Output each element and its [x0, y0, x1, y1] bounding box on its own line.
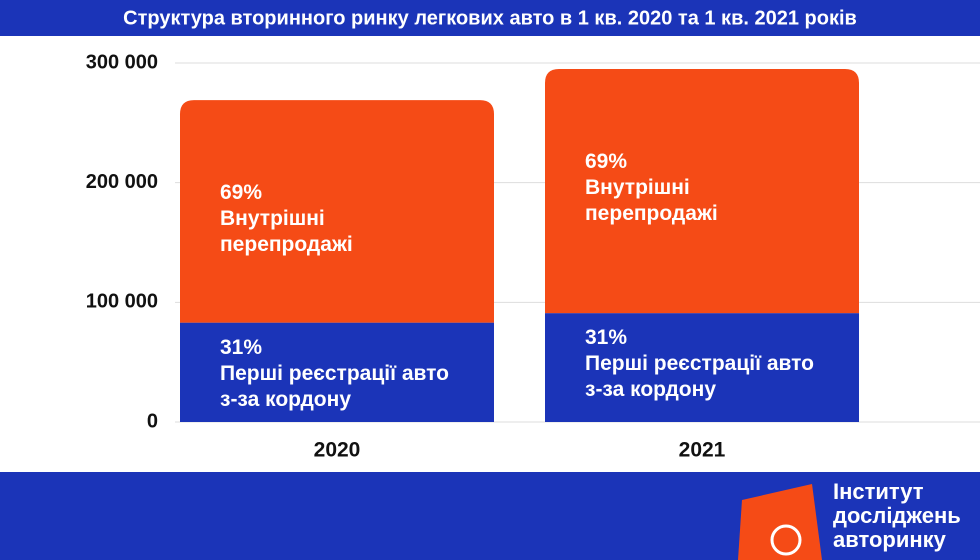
segment-label: Перші реєстрації авто з-за кордону	[585, 352, 814, 402]
y-tick-label: 200 000	[86, 171, 158, 193]
segment-label: Внутрішні перепродажі	[585, 175, 718, 225]
bar-segment	[180, 100, 494, 323]
logo-icon	[770, 524, 802, 556]
segment-label: Внутрішні перепродажі	[220, 207, 353, 257]
value-label: 69%	[220, 181, 263, 205]
bar-segment	[545, 313, 859, 422]
title-bar	[0, 0, 980, 36]
logo-text: Інститут досліджень авторинку	[833, 479, 961, 552]
bar-segment	[180, 322, 494, 422]
bar-segment	[545, 68, 859, 314]
value-label: 31%	[585, 326, 628, 350]
x-tick-label: 2020	[314, 439, 361, 462]
y-tick-label: 100 000	[86, 291, 158, 313]
segment-label: Перші реєстрації авто з-за кордону	[220, 361, 449, 411]
y-tick-label: 300 000	[86, 51, 158, 73]
value-label: 69%	[585, 149, 628, 173]
y-tick-label: 0	[147, 410, 158, 432]
x-tick-label: 2021	[679, 439, 726, 462]
chart-title: Структура вторинного ринку легкових авто…	[123, 7, 857, 29]
value-label: 31%	[220, 335, 263, 359]
